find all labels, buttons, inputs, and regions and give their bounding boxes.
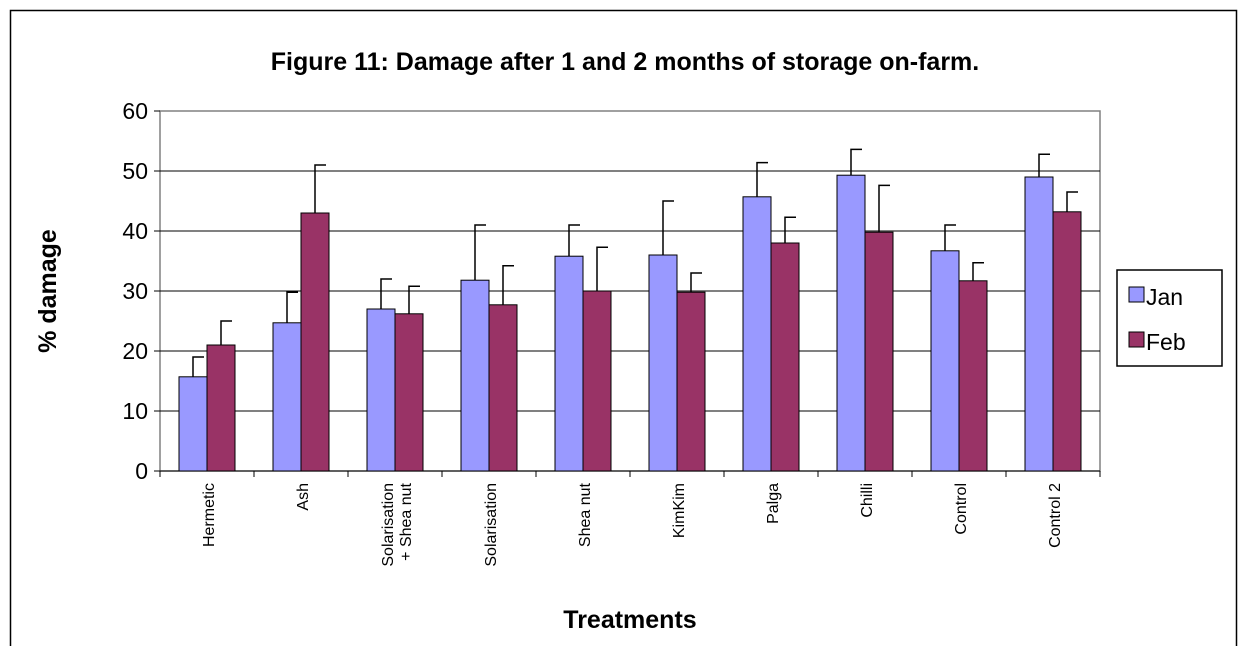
x-tick-label: Palga — [765, 483, 782, 524]
bar — [394, 313, 424, 472]
error-bar — [220, 320, 232, 345]
x-tick-label: Chilli — [859, 483, 876, 518]
bar — [366, 308, 396, 472]
error-bar — [380, 278, 392, 309]
bar — [958, 280, 988, 472]
bar — [836, 174, 866, 472]
error-bar — [502, 265, 514, 305]
y-axis-label: % damage — [34, 229, 62, 353]
error-bar — [596, 246, 608, 291]
error-bar — [944, 224, 956, 251]
bar — [300, 212, 330, 472]
x-tick-label: Solarisation — [483, 483, 500, 567]
error-bar — [878, 184, 890, 233]
bar — [864, 231, 894, 472]
bar — [742, 196, 772, 472]
error-bar — [568, 224, 580, 257]
error-bar — [784, 216, 796, 243]
chart-frame — [9, 9, 1238, 646]
bar — [272, 322, 302, 472]
legend-box — [1116, 269, 1223, 367]
bar — [676, 291, 706, 472]
y-tick-label: 0 — [135, 458, 148, 484]
bar — [460, 279, 490, 472]
y-tick-label: 50 — [122, 158, 148, 184]
legend-label: Jan — [1146, 284, 1183, 310]
error-bar — [662, 200, 674, 255]
error-bar — [850, 148, 862, 176]
error-bar — [1038, 153, 1050, 177]
error-bar — [1066, 191, 1078, 212]
bar — [206, 344, 236, 472]
legend-label: Feb — [1146, 329, 1186, 355]
error-bar — [972, 262, 984, 281]
bar — [582, 290, 612, 472]
x-tick-label: Shea nut — [577, 482, 594, 547]
x-tick-label: Ash — [295, 483, 312, 511]
error-bar — [314, 164, 326, 213]
bar — [554, 255, 584, 472]
y-tick-label: 10 — [122, 398, 148, 424]
legend-swatch — [1128, 331, 1145, 348]
bar — [1024, 176, 1054, 472]
bar — [178, 376, 208, 472]
error-bar — [474, 224, 486, 281]
x-tick-label: Solarisation+ Shea nut — [380, 482, 415, 566]
y-tick-label: 20 — [122, 338, 148, 364]
error-bar — [286, 291, 298, 323]
legend-swatch — [1128, 286, 1145, 303]
y-tick-label: 40 — [122, 218, 148, 244]
bar — [648, 254, 678, 472]
error-bar — [408, 285, 420, 314]
bar — [488, 304, 518, 472]
x-tick-label: KimKim — [671, 483, 688, 538]
error-bar — [192, 356, 204, 377]
error-bar — [756, 161, 768, 197]
x-tick-label: Control 2 — [1047, 483, 1064, 548]
y-tick-label: 30 — [122, 278, 148, 304]
x-tick-label: Control — [953, 483, 970, 535]
error-bar — [690, 272, 702, 293]
y-tick-label: 60 — [122, 98, 148, 124]
bar — [770, 242, 800, 472]
bar — [930, 250, 960, 472]
bar — [1052, 211, 1082, 472]
chart-title: Figure 11: Damage after 1 and 2 months o… — [271, 48, 979, 76]
x-axis-label: Treatments — [563, 606, 696, 634]
x-tick-label: Hermetic — [201, 483, 218, 547]
